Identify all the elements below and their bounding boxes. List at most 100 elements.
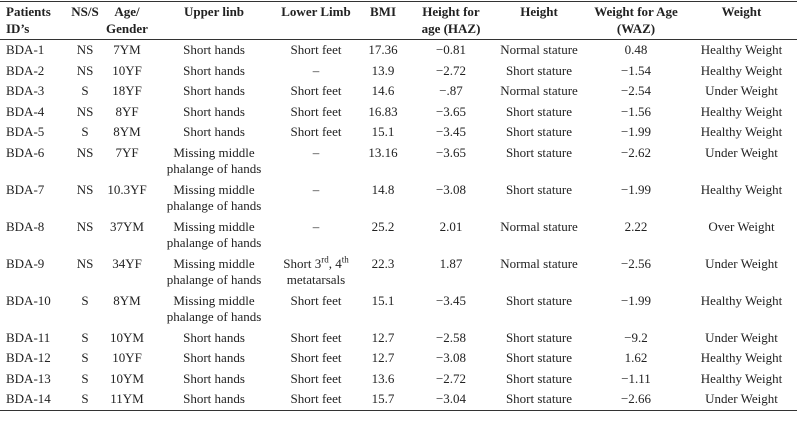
table-cell: 8YF — [115, 103, 139, 119]
table-cell: −1.56 — [620, 103, 652, 119]
table-cell: 15.1 — [371, 124, 395, 139]
table-row: BDA-10 S 8YM Missing middle phalange of han… — [0, 291, 797, 328]
table-cell: Healthy Weight — [700, 62, 783, 78]
table-cell: Normal stature — [500, 83, 578, 98]
table-cell: 7YM — [113, 42, 141, 57]
table-cell: 34YF — [112, 255, 142, 271]
table-cell: 2.01 — [439, 218, 463, 234]
table-cell: 37YM — [110, 218, 144, 234]
table-cell: NS — [76, 42, 94, 57]
table-cell: Normal stature — [500, 218, 578, 234]
header-cell: Height for age (HAZ) — [421, 4, 481, 36]
table-cell: NS — [76, 218, 94, 234]
table-cell: Short feet — [290, 103, 342, 119]
table-cell: −2.56 — [620, 255, 652, 271]
table-cell: S — [81, 124, 89, 139]
table-row: BDA-7 NS 10.3YF Missing middle phalange of … — [0, 180, 797, 217]
table-cell: Under Weight — [705, 391, 778, 406]
table-cell: Over Weight — [708, 218, 775, 234]
table-cell: Short feet — [290, 350, 342, 365]
table-cell: Short feet — [290, 124, 342, 139]
table-cell: 13.6 — [371, 370, 395, 386]
table-cell: 10YM — [110, 370, 144, 386]
table-row: BDA-1 NS 7YM Short hands Short feet 17.36 −0.8… — [0, 40, 797, 61]
table-cell: −1.99 — [620, 124, 652, 139]
patients-table: Patients ID’s NS/S Age/ Gender Upper linb Lo… — [0, 1, 797, 411]
table-cell: NS — [76, 255, 94, 271]
table-cell: Missing middle phalange of hands — [166, 292, 262, 325]
table-cell: −3.45 — [435, 292, 467, 308]
table-cell: 22.3 — [371, 255, 395, 271]
table-cell: Healthy Weight — [700, 103, 783, 119]
table-cell: 14.6 — [371, 83, 395, 98]
table-cell: BDA-14 — [6, 391, 51, 406]
header-cell: Upper linb — [183, 4, 245, 19]
table-row: BDA-8 NS 37YM Missing middle phalange of ha… — [0, 217, 797, 254]
table-cell: −2.66 — [620, 391, 652, 406]
table-cell: S — [81, 391, 89, 406]
table-cell: Missing middle phalange of hands — [166, 218, 262, 251]
table-cell: BDA-6 — [6, 144, 45, 160]
table-cell: Short feet — [290, 42, 342, 57]
table-cell: Missing middle phalange of hands — [166, 144, 262, 177]
header-cell: Height — [520, 4, 558, 19]
table-cell: −9.2 — [624, 329, 648, 345]
table-row: BDA-4 NS 8YF Short hands Short feet 16.83 −3.6… — [0, 102, 797, 123]
table-cell: 12.7 — [371, 329, 395, 345]
table-cell: – — [312, 144, 320, 160]
table-cell: 16.83 — [368, 103, 398, 119]
table-cell: Short stature — [505, 62, 573, 78]
table-cell: 17.36 — [368, 42, 398, 57]
table-cell: −2.72 — [435, 62, 467, 78]
header-cell: Lower Limb — [281, 4, 351, 19]
table-cell: −1.54 — [620, 62, 652, 78]
table-cell: BDA-7 — [6, 181, 45, 197]
table-cell: Healthy Weight — [700, 350, 783, 365]
table-cell: Short stature — [505, 350, 573, 365]
table-cell: Under Weight — [705, 83, 778, 98]
table-cell: Under Weight — [705, 144, 778, 160]
table-cell: −3.65 — [435, 144, 467, 160]
table-cell: Healthy Weight — [700, 292, 783, 308]
table-cell: – — [312, 181, 320, 197]
table-row: BDA-14 S 11YM Short hands Short feet 15.7 −3.0… — [0, 389, 797, 410]
table-cell: S — [81, 370, 89, 386]
table-cell: −3.08 — [435, 181, 467, 197]
table-cell: S — [81, 329, 89, 345]
table-cell: 10YF — [112, 62, 142, 78]
table-cell: −1.11 — [621, 370, 651, 386]
table-cell: Normal stature — [500, 42, 578, 57]
table-cell: Short feet — [290, 329, 342, 345]
table-cell: −2.72 — [435, 370, 467, 386]
table-cell: Healthy Weight — [700, 181, 783, 197]
table-cell: BDA-12 — [6, 350, 51, 365]
table-cell: Short stature — [505, 370, 573, 386]
table-row: BDA-6 NS 7YF Missing middle phalange of han… — [0, 143, 797, 180]
table-row: BDA-2 NS 10YF Short hands – 13.9 −2.72 Short st… — [0, 61, 797, 82]
table-cell: Short hands — [183, 124, 245, 139]
table-cell: NS — [76, 144, 94, 160]
table-row: BDA-11 S 10YM Short hands Short feet 12.7 −2.5… — [0, 328, 797, 349]
text-part: , 4 — [328, 255, 342, 271]
table-cell: 10YM — [110, 329, 144, 345]
table-cell: Healthy Weight — [700, 42, 783, 57]
table-cell: Short stature — [505, 124, 573, 139]
table-cell: 13.16 — [368, 144, 398, 160]
table-cell: 7YF — [115, 144, 139, 160]
table-cell: −2.58 — [435, 329, 467, 345]
table-cell: BDA-10 — [6, 292, 51, 308]
table-cell: 1.87 — [439, 255, 463, 271]
table-cell: −3.45 — [435, 124, 467, 139]
table-cell: BDA-3 — [6, 83, 45, 98]
table-cell: S — [81, 292, 89, 308]
header-cell: Weight for Age (WAZ) — [594, 4, 678, 36]
table-cell: −1.99 — [620, 292, 652, 308]
table-cell: Short hands — [183, 83, 245, 98]
table-cell: −.87 — [439, 83, 463, 98]
table-cell: BDA-9 — [6, 255, 45, 271]
table-cell: Short stature — [505, 391, 573, 406]
table-cell: Short feet — [290, 391, 342, 406]
table-row: BDA-3 S 18YF Short hands Short feet 14.6 −.87 N… — [0, 81, 797, 102]
table-cell: Short 3rd, 4th metatarsals — [276, 254, 356, 291]
